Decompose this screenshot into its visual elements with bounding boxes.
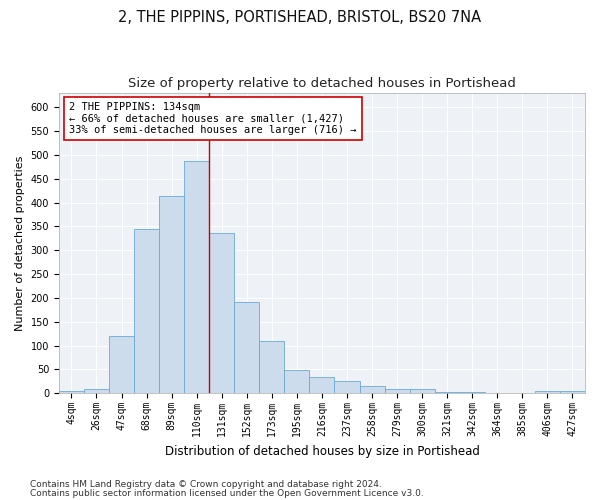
Bar [560, 391, 585, 394]
Text: Contains public sector information licensed under the Open Government Licence v3: Contains public sector information licen… [30, 488, 424, 498]
Text: 2, THE PIPPINS, PORTISHEAD, BRISTOL, BS20 7NA: 2, THE PIPPINS, PORTISHEAD, BRISTOL, BS2… [118, 10, 482, 25]
Bar [385, 388, 410, 394]
Y-axis label: Number of detached properties: Number of detached properties [15, 156, 25, 331]
Bar [234, 302, 259, 394]
Bar [84, 390, 109, 394]
Bar [159, 196, 184, 394]
Bar [310, 376, 334, 394]
Bar [209, 232, 234, 394]
X-axis label: Distribution of detached houses by size in Portishead: Distribution of detached houses by size … [164, 444, 479, 458]
Bar [359, 386, 385, 394]
Bar [109, 336, 134, 394]
Bar [460, 392, 485, 394]
Bar [259, 341, 284, 394]
Bar [134, 229, 159, 394]
Text: 2 THE PIPPINS: 134sqm
← 66% of detached houses are smaller (1,427)
33% of semi-d: 2 THE PIPPINS: 134sqm ← 66% of detached … [70, 102, 357, 136]
Bar [535, 391, 560, 394]
Bar [334, 382, 359, 394]
Bar [184, 161, 209, 394]
Bar [410, 390, 434, 394]
Title: Size of property relative to detached houses in Portishead: Size of property relative to detached ho… [128, 78, 516, 90]
Bar [284, 370, 310, 394]
Text: Contains HM Land Registry data © Crown copyright and database right 2024.: Contains HM Land Registry data © Crown c… [30, 480, 382, 489]
Bar [434, 392, 460, 394]
Bar [59, 391, 84, 394]
